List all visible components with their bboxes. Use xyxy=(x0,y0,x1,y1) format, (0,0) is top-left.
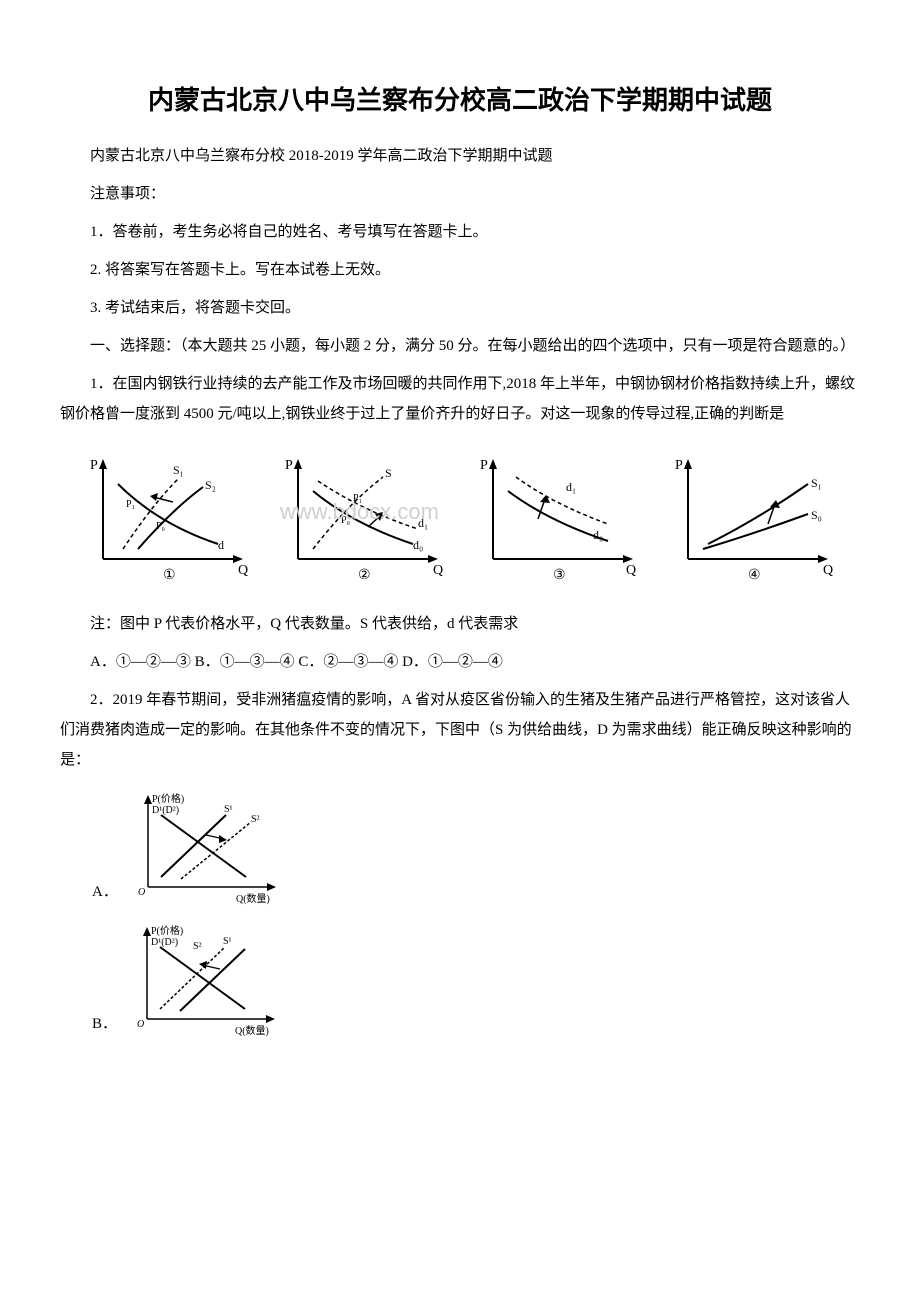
svg-text:S¹: S¹ xyxy=(224,804,233,815)
svg-text:Q: Q xyxy=(626,563,636,578)
chart-4: P Q S₁ S₀ ④ xyxy=(663,449,843,589)
svg-text:S₂: S₂ xyxy=(205,478,216,492)
notice-2: 2. 将答案写在答题卡上。写在本试卷上无效。 xyxy=(60,255,860,285)
svg-text:d₀: d₀ xyxy=(593,528,603,542)
svg-text:P₁: P₁ xyxy=(353,493,362,504)
svg-text:Q: Q xyxy=(823,563,833,578)
svg-text:D¹(D²): D¹(D²) xyxy=(152,805,179,816)
svg-text:O: O xyxy=(137,1019,144,1030)
svg-text:Q: Q xyxy=(238,563,248,578)
svg-text:Q: Q xyxy=(433,563,443,578)
svg-text:④: ④ xyxy=(748,568,761,583)
svg-text:S₁: S₁ xyxy=(173,463,184,477)
svg-text:S₁: S₁ xyxy=(811,476,822,490)
svg-text:d: d xyxy=(218,538,224,552)
svg-text:③: ③ xyxy=(553,568,566,583)
notice-1: 1．答卷前，考生务必将自己的姓名、考号填写在答题卡上。 xyxy=(60,217,860,247)
notice-3: 3. 考试结束后，将答题卡交回。 xyxy=(60,293,860,323)
svg-text:P₀: P₀ xyxy=(341,515,351,526)
q2-option-charts: A． P(价格) D¹(D²) Q(数量) O S¹ S² B． xyxy=(60,787,860,1039)
svg-text:D¹(D²): D¹(D²) xyxy=(151,937,178,948)
svg-text:P₁: P₁ xyxy=(126,499,135,510)
svg-text:S₀: S₀ xyxy=(811,508,822,522)
chart-1: P Q S₁ S₂ d P₁ P₀ ① xyxy=(78,449,258,589)
option-a-label: A． xyxy=(92,880,118,907)
svg-text:P: P xyxy=(675,458,683,473)
svg-text:P(价格): P(价格) xyxy=(152,792,184,805)
svg-text:②: ② xyxy=(358,568,371,583)
option-b-label: B． xyxy=(92,1012,117,1039)
svg-text:O: O xyxy=(138,887,145,898)
svg-text:P₀: P₀ xyxy=(156,521,166,532)
svg-text:S¹: S¹ xyxy=(223,936,232,947)
svg-text:d₁: d₁ xyxy=(418,516,428,530)
question-2: 2．2019 年春节期间，受非洲猪瘟疫情的影响，A 省对从疫区省份输入的生猪及生… xyxy=(60,685,860,775)
svg-text:①: ① xyxy=(163,568,176,583)
svg-text:P: P xyxy=(480,458,488,473)
small-chart-b: P(价格) D¹(D²) Q(数量) O S¹ S² xyxy=(125,919,285,1039)
small-chart-a: P(价格) D¹(D²) Q(数量) O S¹ S² xyxy=(126,787,286,907)
svg-text:P: P xyxy=(90,458,98,473)
svg-text:S²: S² xyxy=(251,814,260,825)
subtitle: 内蒙古北京八中乌兰察布分校 2018-2019 学年高二政治下学期期中试题 xyxy=(60,141,860,171)
q1-options: A．①―②―③ B．①―③―④ C．②―③―④ D．①―②―④ xyxy=(60,647,860,677)
svg-text:S: S xyxy=(385,466,392,480)
svg-text:Q(数量): Q(数量) xyxy=(235,1024,269,1037)
svg-text:S²: S² xyxy=(193,941,202,952)
q1-charts-row: www.bdocx.com P Q S₁ S₂ d P₁ P₀ ① P Q S xyxy=(60,449,860,589)
q2-option-a: A． P(价格) D¹(D²) Q(数量) O S¹ S² xyxy=(92,787,860,907)
section-1-heading: 一、选择题：（本大题共 25 小题，每小题 2 分，满分 50 分。在每小题给出… xyxy=(60,331,860,361)
notice-label: 注意事项： xyxy=(60,179,860,209)
svg-text:Q(数量): Q(数量) xyxy=(236,892,270,905)
question-1: 1．在国内钢铁行业持续的去产能工作及市场回暖的共同作用下,2018 年上半年，中… xyxy=(60,369,860,429)
svg-text:d₁: d₁ xyxy=(566,480,576,494)
svg-text:d₀: d₀ xyxy=(413,538,423,552)
chart-2: P Q S d₁ d₀ P₁ P₀ ② xyxy=(273,449,453,589)
svg-text:P: P xyxy=(285,458,293,473)
q2-option-b: B． P(价格) D¹(D²) Q(数量) O S¹ S² xyxy=(92,919,860,1039)
svg-text:P(价格): P(价格) xyxy=(151,924,183,937)
chart-3: P Q d₁ d₀ ③ xyxy=(468,449,648,589)
q1-note: 注：图中 P 代表价格水平，Q 代表数量。S 代表供给，d 代表需求 xyxy=(60,609,860,639)
page-title: 内蒙古北京八中乌兰察布分校高二政治下学期期中试题 xyxy=(60,80,860,117)
